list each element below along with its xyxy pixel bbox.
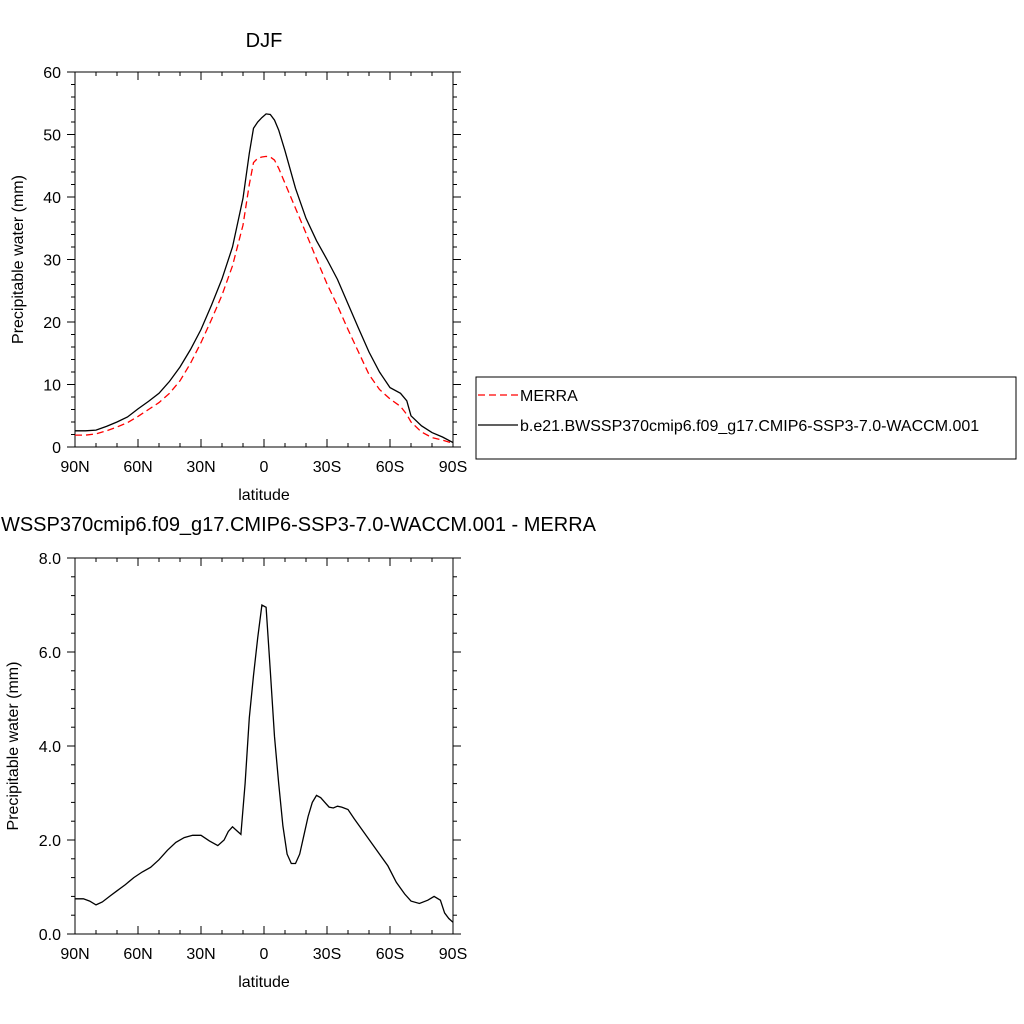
y-tick-label: 60: [43, 65, 61, 82]
plot-frame: [74, 557, 454, 935]
x-tick-label: 90N: [60, 946, 89, 963]
chart-title: DJF: [246, 30, 283, 52]
x-tick-label: 60N: [123, 946, 152, 963]
x-tick-label: 60S: [376, 946, 404, 963]
x-tick-label: 60N: [123, 459, 152, 476]
legend-entry-label: b.e21.BWSSP370cmip6.f09_g17.CMIP6-SSP3-7…: [520, 418, 979, 435]
y-tick-label: 8.0: [39, 551, 61, 568]
y-tick-label: 50: [43, 128, 61, 145]
x-tick-label: 90N: [60, 459, 89, 476]
legend-box: [475, 376, 1017, 460]
x-tick-label: 60S: [376, 459, 404, 476]
x-tick-label: 0: [260, 946, 269, 963]
legend: MERRA b.e21.BWSSP370cmip6.f09_g17.CMIP6-S…: [475, 376, 1017, 460]
x-tick-label: 90S: [439, 459, 467, 476]
x-axis-label: latitude: [238, 974, 290, 991]
series-line-model: [75, 603, 454, 923]
x-tick-label: 0: [260, 459, 269, 476]
x-tick-label: 30N: [186, 459, 215, 476]
x-tick-label: 90S: [439, 946, 467, 963]
legend-entry-label: MERRA: [520, 388, 578, 405]
x-tick-label: 30N: [186, 946, 215, 963]
y-tick-label: 2.0: [39, 833, 61, 850]
y-tick-label: 0: [52, 440, 61, 457]
y-tick-label: 20: [43, 315, 61, 332]
chart-title: b.e21.BWSSP370cmip6.f09_g17.CMIP6-SSP3-7…: [0, 514, 597, 536]
x-tick-label: 30S: [313, 946, 341, 963]
y-tick-label: 0.0: [39, 927, 61, 944]
y-axis-label: Precipitable water (mm): [10, 175, 27, 344]
series-line-merra: [75, 155, 454, 444]
y-tick-label: 10: [43, 378, 61, 395]
y-tick-label: 30: [43, 253, 61, 270]
x-tick-label: 30S: [313, 459, 341, 476]
chart-panel-1: DJF 90N 60N 30N 0 30S 60S 90S 0 10 20 30 40 50 60 latit…: [10, 30, 1017, 504]
x-axis-label: latitude: [238, 487, 290, 504]
y-tick-label: 40: [43, 190, 61, 207]
chart-panel-2: b.e21.BWSSP370cmip6.f09_g17.CMIP6-SSP3-7…: [0, 514, 597, 991]
y-tick-label: 6.0: [39, 645, 61, 662]
series-line-model: [75, 113, 454, 444]
y-tick-label: 4.0: [39, 739, 61, 756]
y-axis-label: Precipitable water (mm): [5, 662, 22, 831]
